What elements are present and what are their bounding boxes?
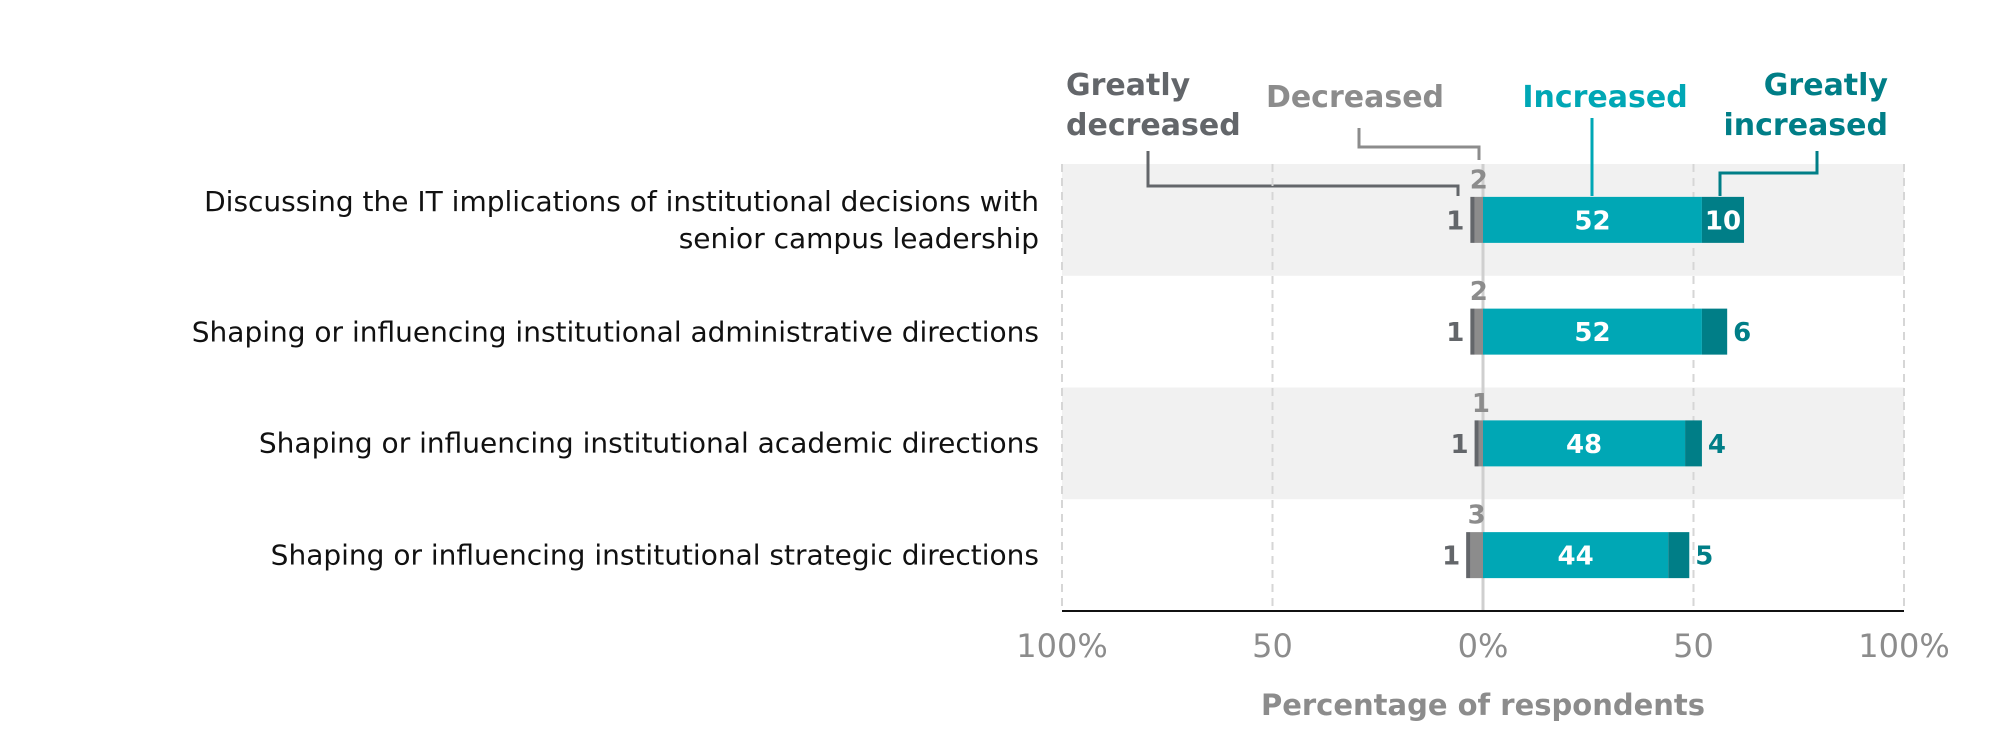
bar xyxy=(1668,532,1690,579)
category-label: Discussing the IT implications of instit… xyxy=(204,184,1039,255)
legend-label: Greatly decreased xyxy=(1066,68,1241,143)
legend-label: Decreased xyxy=(1265,80,1445,115)
data-label: 2 xyxy=(1470,277,1488,307)
leader-line xyxy=(1357,128,1481,160)
x-tick-label: 100% xyxy=(1016,627,1107,665)
category-label: Shaping or influencing institutional aca… xyxy=(258,426,1039,460)
data-label: 48 xyxy=(1566,430,1602,460)
data-label: 5 xyxy=(1695,542,1713,572)
bar xyxy=(1701,196,1745,243)
data-label: 1 xyxy=(1446,206,1464,236)
x-tick-label: 100% xyxy=(1858,627,1949,665)
legend-label: Increased xyxy=(1522,80,1688,115)
data-label: 10 xyxy=(1705,206,1741,236)
data-label: 52 xyxy=(1574,318,1610,348)
x-tick-label: 50 xyxy=(1252,627,1293,665)
data-label: 4 xyxy=(1708,430,1726,460)
leader-line xyxy=(1146,151,1460,196)
data-label: 44 xyxy=(1558,542,1594,572)
bar xyxy=(1483,308,1702,355)
x-tick-label: 50 xyxy=(1673,627,1714,665)
leader-lines xyxy=(1146,118,1819,196)
data-label: 1 xyxy=(1446,318,1464,348)
data-label: 1 xyxy=(1442,542,1460,572)
legend-label: Greatly increased xyxy=(1723,68,1889,143)
data-label: 2 xyxy=(1470,165,1488,195)
x-axis-title: Percentage of respondents xyxy=(1261,688,1705,722)
leader-line xyxy=(1718,151,1819,196)
bar xyxy=(1483,196,1702,243)
bar xyxy=(1470,308,1475,355)
bar xyxy=(1701,308,1728,355)
data-label: 6 xyxy=(1733,318,1751,348)
bar xyxy=(1474,420,1479,467)
bar xyxy=(1474,308,1483,355)
bar xyxy=(1470,532,1483,579)
data-label: 1 xyxy=(1450,430,1468,460)
bar xyxy=(1474,196,1483,243)
data-label: 52 xyxy=(1574,206,1610,236)
bar xyxy=(1478,420,1483,467)
bar xyxy=(1685,420,1702,467)
bar xyxy=(1483,532,1669,579)
data-label: 1 xyxy=(1472,389,1490,419)
bar xyxy=(1466,532,1471,579)
category-label: Shaping or influencing institutional adm… xyxy=(191,315,1039,349)
x-tick-label: 0% xyxy=(1458,627,1509,665)
bar xyxy=(1483,420,1686,467)
category-label: Shaping or influencing institutional str… xyxy=(270,538,1039,572)
data-label: 3 xyxy=(1468,501,1486,531)
bar xyxy=(1470,196,1475,243)
